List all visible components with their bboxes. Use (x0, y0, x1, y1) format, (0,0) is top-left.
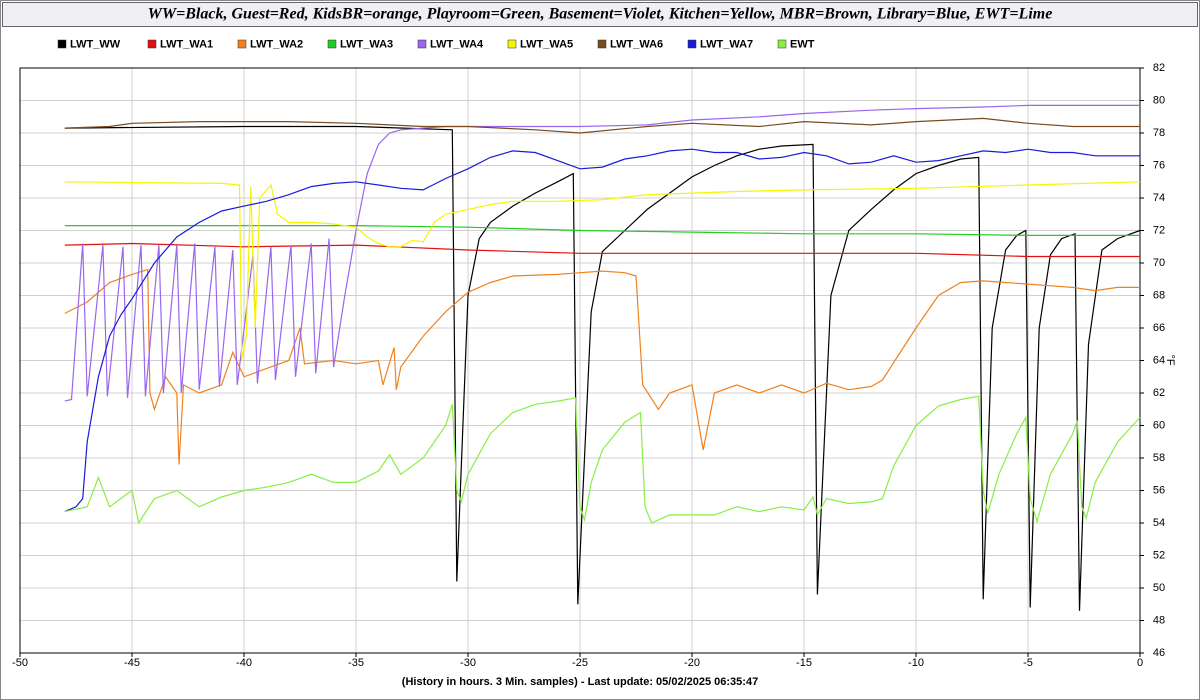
y-tick-label: 64 (1153, 354, 1165, 366)
y-tick-label: 78 (1153, 127, 1165, 139)
y-axis-label: °F (1164, 354, 1176, 365)
x-tick-label: -50 (12, 657, 28, 669)
x-tick-label: -5 (1023, 657, 1033, 669)
x-tick-label: -10 (908, 657, 924, 669)
y-tick-label: 68 (1153, 289, 1165, 301)
legend-label: LWT_WA2 (250, 38, 303, 50)
legend-label: LWT_WA6 (610, 38, 663, 50)
legend-swatch (57, 39, 67, 49)
series-line (64, 125, 1141, 611)
x-tick-label: -25 (572, 657, 588, 669)
legend-label: LWT_WA4 (430, 38, 484, 50)
y-tick-label: 80 (1153, 94, 1165, 106)
y-tick-label: 48 (1153, 614, 1165, 626)
y-tick-label: 76 (1153, 159, 1165, 171)
x-tick-label: -45 (124, 657, 140, 669)
legend-swatch (237, 39, 247, 49)
x-tick-label: -15 (796, 657, 812, 669)
y-tick-label: 66 (1153, 322, 1165, 334)
y-tick-label: 50 (1153, 582, 1165, 594)
x-tick-label: 0 (1137, 657, 1143, 669)
legend-label: LWT_WA3 (340, 38, 393, 50)
series-line (64, 395, 1141, 525)
series-line (64, 268, 1140, 465)
x-tick-label: -30 (460, 657, 476, 669)
series-line (64, 148, 1140, 513)
legend-swatch (777, 39, 787, 49)
legend-swatch (507, 39, 517, 49)
title-box (2, 2, 1198, 27)
legend-label: EWT (790, 38, 815, 50)
y-tick-label: 82 (1153, 62, 1165, 74)
y-tick-label: 62 (1153, 387, 1165, 399)
legend-swatch (327, 39, 337, 49)
y-tick-label: 60 (1153, 419, 1165, 431)
legend-swatch (417, 39, 427, 49)
chart-title: WW=Black, Guest=Red, KidsBR=orange, Play… (148, 6, 1053, 23)
plot-border (19, 67, 1141, 654)
x-tick-label: -40 (236, 657, 252, 669)
series-line (64, 181, 1141, 361)
legend-swatch (147, 39, 157, 49)
y-tick-label: 74 (1153, 192, 1165, 204)
legend-label: LWT_WA5 (520, 38, 573, 50)
series-line (64, 225, 1140, 236)
y-tick-label: 58 (1153, 452, 1165, 464)
legend-swatch (597, 39, 607, 49)
legend-label: LWT_WA7 (700, 38, 753, 50)
y-tick-label: 46 (1153, 647, 1165, 659)
y-tick-label: 56 (1153, 484, 1165, 496)
legend-swatch (687, 39, 697, 49)
y-tick-label: 70 (1153, 257, 1165, 269)
x-tick-label: -35 (348, 657, 364, 669)
series-line (64, 104, 1140, 402)
legend-label: LWT_WW (70, 38, 121, 50)
y-tick-label: 54 (1153, 517, 1165, 529)
x-tick-label: -20 (684, 657, 700, 669)
y-tick-label: 52 (1153, 549, 1165, 561)
series-line (64, 117, 1140, 134)
x-axis-label: (History in hours. 3 Min. samples) - Las… (402, 676, 758, 688)
legend-label: LWT_WA1 (160, 38, 213, 50)
y-tick-label: 72 (1153, 224, 1165, 236)
series-line (64, 242, 1140, 258)
